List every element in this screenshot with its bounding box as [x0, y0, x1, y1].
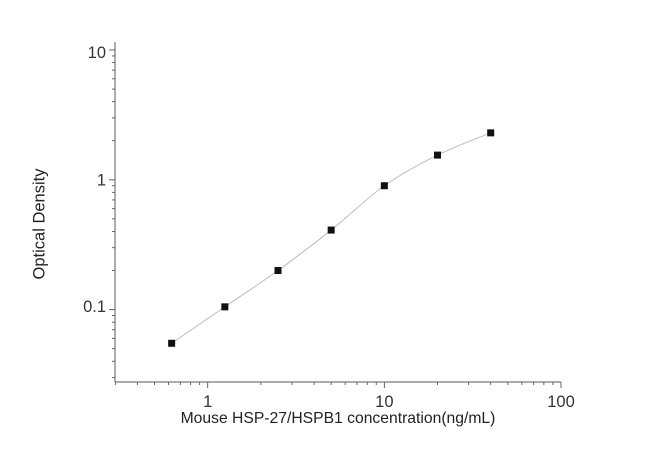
- svg-text:1: 1: [97, 171, 106, 189]
- svg-text:1: 1: [203, 393, 212, 411]
- svg-text:10: 10: [88, 44, 106, 62]
- svg-text:100: 100: [547, 393, 575, 411]
- svg-text:10: 10: [375, 393, 393, 411]
- svg-text:0.1: 0.1: [83, 298, 106, 316]
